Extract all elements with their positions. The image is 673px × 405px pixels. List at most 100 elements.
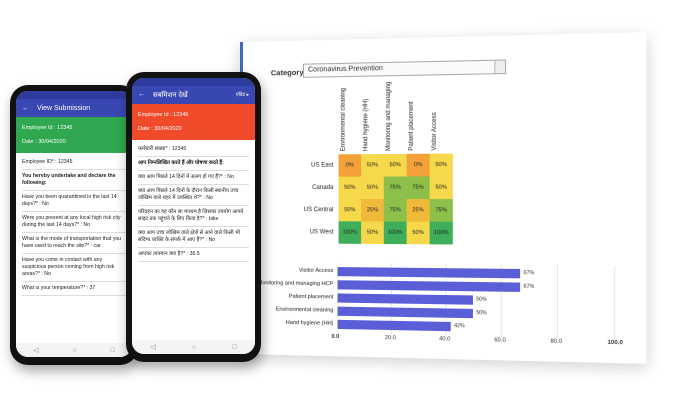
heatmap-cell[interactable]: 75% <box>429 199 453 222</box>
submission-answer: क्या आप उच्च जोखिम वाले क्षेत्रों से आने… <box>138 227 249 248</box>
submission-answer: क्या आप पिछले 14 दिनों के दौरान किसी स्थ… <box>138 185 249 206</box>
app-bar: ← View Submission <box>16 99 132 117</box>
heatmap-cell[interactable]: 75% <box>406 176 430 200</box>
screen-title: View Submission <box>37 104 91 112</box>
bar-value-label: 50% <box>476 309 487 317</box>
x-tick-label: 0.0 <box>331 333 340 341</box>
submission-answer: Have you been quarantined in the last 14… <box>22 191 126 212</box>
home-circle-icon[interactable]: ○ <box>191 343 197 351</box>
heatmap: Environmental cleaning Hand hygiene (HH) M… <box>243 32 647 245</box>
heatmap-cell[interactable]: 50% <box>361 154 384 177</box>
submission-answer: क्या आप पिछले 14 दिनों में अलग हो गए हैं… <box>138 171 249 185</box>
home-circle-icon[interactable]: ○ <box>72 346 77 354</box>
category-value: Coronavirus Prevention <box>308 65 383 74</box>
heatmap-cell[interactable]: 50% <box>361 176 384 200</box>
column-label: Patient placement <box>408 101 415 151</box>
column-label: Environmental cleaning <box>340 87 347 152</box>
android-nav-bar: ◁ ○ □ <box>132 340 255 354</box>
heatmap-cell[interactable]: 50% <box>383 153 407 177</box>
submission-answer: परिवहन का वह कौन सा माध्यम है जिसका उपयो… <box>138 206 249 227</box>
heatmap-cell[interactable]: 25% <box>361 199 384 222</box>
heatmap-row-label: US Central <box>303 207 334 214</box>
submission-answer: Have you come in contact with any suspic… <box>22 254 126 282</box>
heatmap-cell[interactable]: 50% <box>429 153 453 177</box>
heatmap-cell[interactable]: 0% <box>406 153 430 177</box>
heatmap-column-header: Monitoring and managing <box>384 82 407 151</box>
app-bar: ← सबमिशन देखें एडिट ▸ <box>132 86 255 104</box>
x-tick-label: 100.0 <box>607 339 623 347</box>
grid-line <box>614 265 616 340</box>
heatmap-row-label: US East <box>311 162 334 169</box>
bar[interactable] <box>337 280 521 292</box>
column-label: Hand hygiene (HH) <box>363 98 370 152</box>
submission-answer: कर्मचारी संख्या* : 12345 <box>138 143 249 157</box>
heatmap-cell[interactable]: 50% <box>429 176 453 200</box>
heatmap-row-label: US West <box>309 229 334 236</box>
x-tick-label: 80.0 <box>550 338 563 346</box>
heatmap-cell[interactable]: 100% <box>429 221 453 245</box>
x-tick-label: 40.0 <box>439 336 451 343</box>
submission-answer: Employee ID* : 12345 <box>22 156 126 170</box>
android-nav-bar: ◁ ○ □ <box>16 343 132 357</box>
submission-answer: Were you present at any local high risk … <box>22 212 126 233</box>
heatmap-row-label: Canada <box>312 184 334 191</box>
heatmap-cell[interactable]: 100% <box>338 221 362 244</box>
submission-content: Employee ID* : 12345 You hereby undertake… <box>16 153 132 299</box>
edit-button[interactable]: एडिट ▸ <box>235 92 249 98</box>
submission-banner: Employee Id : 12345 Date : 30/04/2020 <box>16 117 132 153</box>
submission-answer: What is your temperature?* : 37 <box>22 282 126 296</box>
submission-date: Date : 30/04/2020 <box>138 126 182 132</box>
dropdown-arrow-icon[interactable] <box>494 60 506 74</box>
submission-answer: You hereby undertake and declare the fol… <box>22 170 126 191</box>
heatmap-column-header: Patient placement <box>407 89 430 151</box>
back-triangle-icon[interactable]: ◁ <box>33 347 39 354</box>
bar-value-label: 67% <box>523 283 535 291</box>
recents-square-icon[interactable]: □ <box>110 346 115 354</box>
bar[interactable] <box>337 319 451 332</box>
heatmap-cell[interactable]: 0% <box>338 154 362 177</box>
x-tick-label: 60.0 <box>494 337 506 344</box>
back-triangle-icon[interactable]: ◁ <box>150 344 156 351</box>
dashboard-panel: Category Coronavirus Prevention Environm… <box>240 32 647 364</box>
submission-content: कर्मचारी संख्या* : 12345 आप निम्नलिखित कर… <box>132 140 255 265</box>
bar-value-label: 67% <box>523 270 535 277</box>
arrow-left-icon[interactable]: ← <box>138 90 145 98</box>
heatmap-column-header: Environmental cleaning <box>339 87 362 152</box>
heatmap-cell[interactable]: 50% <box>361 221 384 245</box>
bar[interactable] <box>337 306 473 319</box>
submission-date: Date : 30/04/2020 <box>22 139 66 145</box>
heatmap-cell[interactable]: 100% <box>383 221 407 245</box>
category-label: Category <box>270 67 304 78</box>
grid-line <box>556 265 559 339</box>
arrow-left-icon[interactable]: ← <box>22 104 29 112</box>
heatmap-cell[interactable]: 75% <box>383 176 407 200</box>
screen-title: सबमिशन देखें <box>153 91 188 99</box>
heatmap-column-header: Hand hygiene (HH) <box>361 90 384 152</box>
phone-english: ← View Submission Employee Id : 12345 Da… <box>10 85 138 365</box>
heatmap-cell[interactable]: 75% <box>383 199 407 222</box>
status-bar <box>16 91 132 99</box>
bar-chart: 0.0 20.0 40.0 60.0 80.0 100.0 Visitor Access 67… <box>258 262 635 356</box>
heatmap-column-header: Visitor Access <box>430 88 453 150</box>
heatmap-cell[interactable]: 25% <box>406 199 430 222</box>
employee-id: Employee Id : 12345 <box>22 125 73 131</box>
heatmap-cell[interactable]: 50% <box>406 221 430 245</box>
x-tick-label: 20.0 <box>384 335 396 342</box>
bar-value-label: 42% <box>454 323 465 330</box>
category-select[interactable]: Coronavirus Prevention <box>303 59 507 78</box>
submission-answer: आपका तापमान क्या है?* : 36.5 <box>138 248 249 262</box>
column-label: Visitor Access <box>431 112 439 151</box>
submission-banner: Employee Id : 12345 Date : 30/04/2020 <box>132 104 255 140</box>
heatmap-cell[interactable]: 50% <box>338 176 362 200</box>
column-label: Monitoring and managing <box>385 81 393 151</box>
recents-square-icon[interactable]: □ <box>232 343 237 351</box>
bar[interactable] <box>337 267 521 279</box>
employee-id: Employee Id : 12345 <box>138 112 189 118</box>
bar[interactable] <box>337 293 473 305</box>
bar-value-label: 50% <box>476 296 487 303</box>
submission-answer: What is the mode of transportation that … <box>22 233 126 254</box>
phone-hindi: ← सबमिशन देखें एडिट ▸ Employee Id : 1234… <box>126 72 261 362</box>
submission-answer: आप निम्नलिखित करते हैं और घोषणा करते हैं… <box>138 157 249 171</box>
heatmap-cell[interactable]: 50% <box>338 199 362 222</box>
